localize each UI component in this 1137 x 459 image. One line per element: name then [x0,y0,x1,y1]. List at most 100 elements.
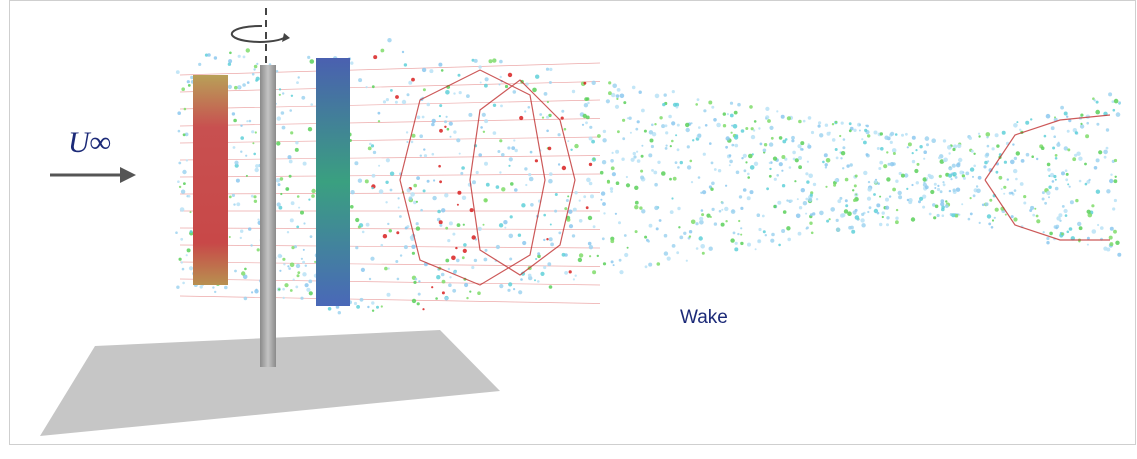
particle [385,181,388,184]
particle [610,239,614,243]
particle [470,208,474,212]
particle [554,210,557,213]
particle [808,174,813,179]
particle [463,249,467,253]
particle [745,127,748,130]
particle [1087,244,1089,246]
particle [489,59,493,63]
particle [546,68,549,71]
particle [791,136,795,140]
particle [808,116,812,120]
particle [564,271,568,275]
particle [366,86,368,88]
blade-downstream [316,58,350,306]
particle [803,120,806,123]
particle [641,209,645,213]
particle [555,193,558,196]
particle [627,247,629,249]
particle [656,227,659,230]
particle [917,163,920,166]
particle [439,224,442,227]
particle [350,61,353,64]
particle [461,166,465,170]
particle [937,185,939,187]
particle [427,180,430,183]
particle [513,90,517,94]
particle [670,210,674,214]
particle [673,103,677,107]
particle [919,197,923,201]
particle [882,211,885,214]
particle [749,105,753,109]
particle [938,156,941,159]
particle [453,92,455,94]
particle [1109,236,1113,240]
particle [665,131,668,134]
particle [783,210,787,214]
particle [310,235,313,238]
particle [179,186,181,188]
particle [182,268,185,271]
particle [378,112,381,115]
particle [1023,202,1026,205]
particle [947,145,952,150]
particle [851,230,855,234]
particle [1048,196,1050,198]
particle [952,164,956,168]
particle [661,171,666,176]
particle [485,77,489,81]
particle [602,202,606,206]
particle [705,124,708,127]
particle [244,297,248,301]
particle [1114,179,1118,183]
particle [1014,157,1017,160]
particle [866,153,869,156]
particle [854,184,857,187]
particle [637,159,641,163]
particle [251,195,254,198]
particle [437,210,441,214]
particle [649,130,653,134]
particle [404,245,408,249]
particle [825,166,827,168]
particle [1078,157,1082,161]
particle [757,239,761,243]
particle [612,172,616,176]
particle [890,141,893,144]
particle [432,153,435,156]
particle [751,135,755,139]
particle [729,164,731,166]
particle [619,259,622,262]
particle [880,147,884,151]
particle [493,131,497,135]
particle [175,231,178,234]
particle [535,258,537,260]
particle [711,182,715,186]
particle [623,101,626,104]
particle [773,157,777,161]
particle [514,188,518,192]
particle [846,164,849,167]
particle [657,262,661,266]
particle [800,141,804,145]
particle [500,76,502,78]
particle [360,298,364,302]
particle [879,223,882,226]
particle [408,81,412,85]
particle [508,282,512,286]
particle [892,188,896,192]
particle [289,160,293,164]
particle [1106,147,1109,150]
particle [283,297,285,299]
particle [188,84,191,87]
particle [790,200,793,203]
particle [1016,151,1020,155]
particle [1109,179,1113,183]
particle [755,248,757,250]
particle [402,100,406,104]
particle [528,173,531,176]
particle [423,148,425,150]
particle [562,253,566,257]
particle [796,214,801,219]
particle [611,166,615,170]
